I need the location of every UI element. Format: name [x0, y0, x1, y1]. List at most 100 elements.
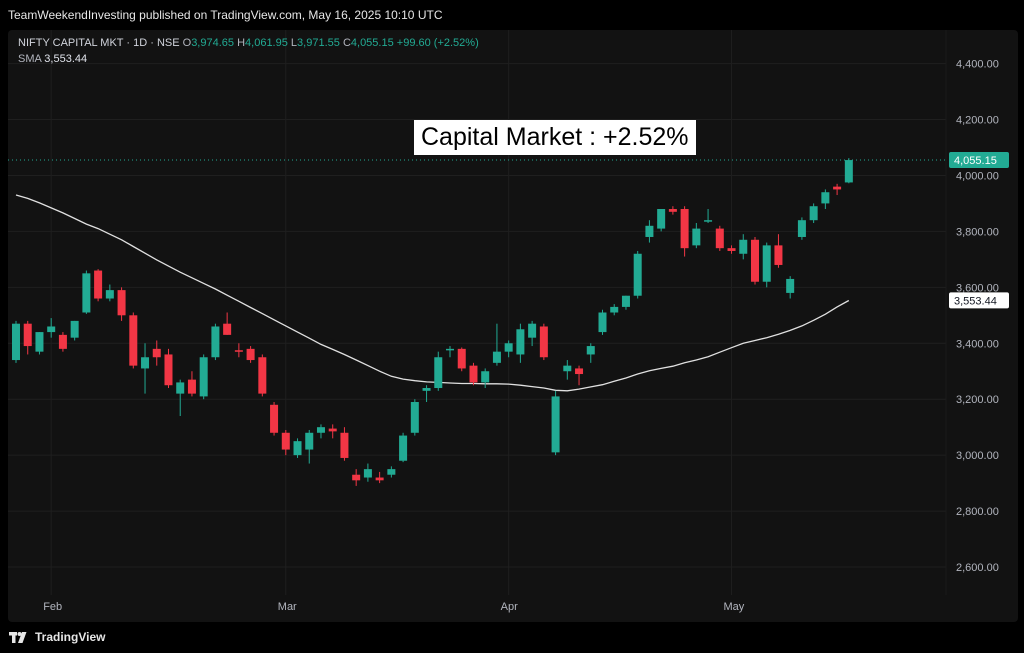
candle[interactable] — [539, 323, 548, 361]
candle-body — [187, 379, 196, 394]
candle-body — [129, 315, 138, 366]
candle[interactable] — [176, 379, 185, 416]
candle[interactable] — [809, 203, 818, 223]
candle[interactable] — [797, 217, 806, 240]
candle-body — [821, 192, 830, 204]
candle[interactable] — [692, 222, 701, 249]
candle-body — [633, 253, 642, 296]
chart-panel[interactable]: 4,400.00 4,200.00 4,000.00 3,800.00 3,600.00… — [8, 30, 1018, 622]
candle[interactable] — [70, 320, 79, 341]
candle[interactable] — [633, 250, 642, 299]
candle[interactable] — [833, 183, 842, 196]
candle[interactable] — [575, 365, 584, 386]
candle-body — [94, 270, 103, 299]
candle-body — [504, 343, 513, 352]
candle-body — [704, 220, 713, 222]
candle[interactable] — [270, 402, 279, 436]
candlestick-chart[interactable]: 4,400.00 4,200.00 4,000.00 3,800.00 3,600.00… — [8, 30, 1018, 622]
candle[interactable] — [645, 220, 654, 243]
candle-body — [692, 228, 701, 246]
candle-body — [141, 357, 150, 369]
candle[interactable] — [610, 304, 619, 316]
candle[interactable] — [35, 332, 44, 355]
candle-body — [774, 245, 783, 265]
candle[interactable] — [117, 287, 126, 321]
y-tick-label: 2,600.00 — [956, 562, 999, 574]
candle[interactable] — [94, 269, 103, 302]
candle[interactable] — [82, 270, 91, 314]
candle[interactable] — [164, 348, 173, 389]
attribution-text: TeamWeekendInvesting published on Tradin… — [8, 8, 443, 22]
candle[interactable] — [281, 429, 290, 456]
candle-body — [82, 273, 91, 313]
candle[interactable] — [234, 343, 243, 358]
candle[interactable] — [47, 318, 56, 338]
candle[interactable] — [152, 340, 161, 366]
footer-bar: TradingView — [0, 622, 1024, 653]
candle[interactable] — [774, 234, 783, 268]
candle[interactable] — [563, 360, 572, 380]
candle[interactable] — [399, 432, 408, 463]
candle[interactable] — [12, 320, 20, 363]
candle[interactable] — [105, 284, 114, 302]
candle[interactable] — [598, 309, 607, 335]
candle-body — [727, 248, 736, 251]
candle-body — [610, 306, 619, 313]
candle[interactable] — [387, 466, 396, 478]
candle[interactable] — [551, 390, 560, 456]
candle[interactable] — [727, 245, 736, 254]
candle[interactable] — [481, 368, 490, 389]
candle[interactable] — [668, 206, 677, 215]
candle[interactable] — [410, 399, 419, 436]
candle[interactable] — [786, 276, 795, 299]
candle-body — [258, 357, 267, 394]
candle[interactable] — [657, 209, 666, 232]
candle[interactable] — [704, 209, 713, 223]
candle[interactable] — [293, 438, 302, 458]
tradingview-logo[interactable]: TradingView — [9, 630, 105, 644]
candle[interactable] — [23, 320, 32, 355]
candle[interactable] — [141, 343, 150, 394]
candle[interactable] — [821, 189, 830, 210]
candle[interactable] — [504, 340, 513, 358]
candle[interactable] — [844, 158, 853, 184]
candle[interactable] — [680, 206, 689, 257]
candle[interactable] — [492, 323, 501, 366]
candle[interactable] — [223, 312, 232, 335]
candle[interactable] — [340, 427, 349, 461]
candle[interactable] — [58, 332, 67, 352]
candle[interactable] — [129, 312, 138, 369]
candle[interactable] — [328, 424, 337, 439]
legend-sma-value: 3,553.44 — [44, 53, 88, 65]
candle[interactable] — [375, 471, 384, 484]
candle-body — [35, 332, 44, 352]
candle[interactable] — [199, 354, 208, 400]
candle[interactable] — [762, 242, 771, 288]
candle[interactable] — [469, 362, 478, 386]
candle-body — [117, 290, 126, 316]
candle-body — [387, 469, 396, 475]
candle[interactable] — [305, 429, 314, 464]
candle-body — [457, 348, 466, 369]
candle[interactable] — [621, 295, 630, 310]
candle[interactable] — [187, 371, 196, 397]
chart-legend: NIFTY CAPITAL MKT · 1D · NSE O3,974.65 H… — [18, 35, 479, 67]
candle[interactable] — [363, 463, 372, 482]
candle[interactable] — [528, 320, 537, 347]
candle[interactable] — [422, 385, 431, 403]
candle[interactable] — [457, 347, 466, 372]
candle[interactable] — [352, 469, 361, 486]
candle[interactable] — [516, 323, 525, 363]
candle[interactable] — [246, 346, 255, 363]
candle[interactable] — [316, 424, 325, 439]
candle[interactable] — [739, 234, 748, 260]
candle[interactable] — [586, 343, 595, 363]
candle-body — [305, 432, 314, 450]
candle[interactable] — [715, 225, 724, 251]
candle[interactable] — [211, 323, 220, 361]
candle[interactable] — [434, 351, 443, 391]
candle[interactable] — [446, 346, 455, 358]
candle[interactable] — [258, 354, 267, 397]
candle[interactable] — [750, 236, 759, 285]
top-bar: TeamWeekendInvesting published on Tradin… — [0, 0, 1024, 30]
